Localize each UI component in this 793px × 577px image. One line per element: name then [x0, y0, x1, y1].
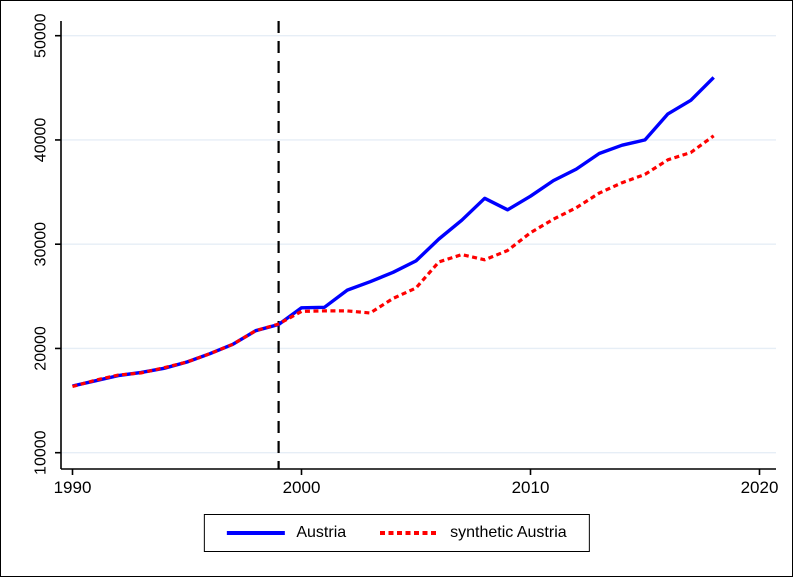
y-tick-label: 30000	[33, 222, 50, 267]
axes: 10000 20000 30000 40000 50000 1990 2000 2010 202…	[33, 13, 779, 497]
y-tick-label: 20000	[33, 326, 50, 371]
legend: Austria synthetic Austria	[203, 514, 590, 552]
gridlines	[61, 35, 776, 454]
y-tick-label: 50000	[33, 13, 50, 58]
x-tick-label: 1990	[54, 478, 92, 497]
y-tick-label: 10000	[33, 430, 50, 475]
legend-label-synthetic-austria: synthetic Austria	[450, 524, 567, 541]
synthetic-austria-line	[72, 134, 715, 389]
austria-line-sample-icon	[226, 531, 285, 535]
legend-label-austria: Austria	[296, 524, 347, 541]
x-tick-label: 2000	[283, 478, 321, 497]
x-tick-label: 2010	[512, 478, 550, 497]
legend-entry-synthetic-austria: synthetic Austria	[380, 525, 567, 541]
synthetic-austria-line-sample-icon	[380, 531, 439, 535]
legend-entry-austria: Austria	[226, 525, 346, 541]
x-tick-label: 2020	[741, 478, 779, 497]
austria-line	[72, 76, 715, 388]
y-tick-label: 40000	[33, 118, 50, 163]
